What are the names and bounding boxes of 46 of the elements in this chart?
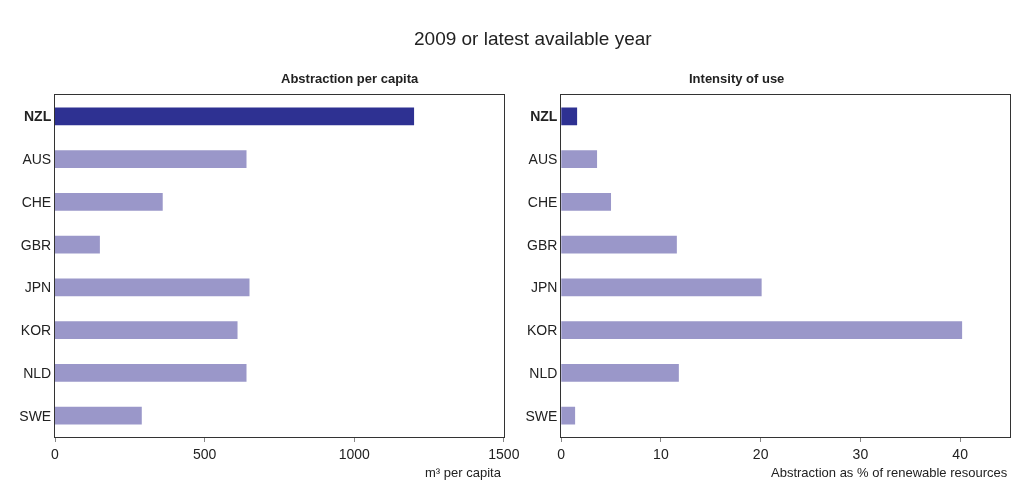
y-tick-label: GBR bbox=[20, 236, 52, 253]
bar bbox=[561, 278, 762, 297]
x-tick-label: 0 bbox=[557, 445, 566, 462]
bar bbox=[55, 278, 250, 297]
bar bbox=[561, 235, 677, 254]
x-tick-label: 500 bbox=[192, 445, 217, 462]
y-tick-label: KOR bbox=[20, 322, 52, 339]
bar bbox=[561, 192, 612, 211]
x-tick-label: 10 bbox=[653, 445, 669, 462]
bar bbox=[561, 150, 598, 169]
y-tick-label: KOR bbox=[527, 322, 558, 339]
bar bbox=[55, 235, 100, 254]
y-tick-label: NLD bbox=[23, 364, 52, 381]
y-tick-label: JPN bbox=[24, 279, 52, 296]
y-tick-label: CHE bbox=[21, 193, 52, 210]
y-tick-label: SWE bbox=[525, 407, 558, 424]
y-tick-label: SWE bbox=[19, 407, 52, 424]
bar bbox=[561, 406, 576, 425]
y-tick-label: NLD bbox=[529, 364, 558, 381]
y-tick-label: NZL bbox=[530, 108, 558, 125]
bar bbox=[55, 150, 247, 169]
chart-title: Intensity of use bbox=[689, 71, 785, 86]
bar bbox=[55, 363, 247, 382]
bar bbox=[55, 107, 415, 126]
bar bbox=[561, 107, 578, 126]
bar bbox=[561, 321, 963, 340]
y-tick-label: GBR bbox=[527, 236, 558, 253]
x-tick-label: 1500 bbox=[488, 445, 520, 462]
x-tick-label: 20 bbox=[752, 445, 769, 462]
y-tick-label: CHE bbox=[527, 193, 558, 210]
bar bbox=[561, 363, 679, 382]
bar bbox=[55, 321, 238, 340]
x-axis-title: Abstraction as % of renewable resources bbox=[771, 465, 1008, 480]
x-axis-title: m³ per capita bbox=[425, 465, 502, 480]
y-tick-label: AUS bbox=[528, 151, 558, 168]
y-tick-label: NZL bbox=[23, 108, 52, 125]
x-tick-label: 1000 bbox=[338, 445, 371, 462]
chart-title: Abstraction per capita bbox=[281, 71, 420, 86]
chart-subtitle: 2009 or latest available year bbox=[414, 28, 653, 49]
bar bbox=[55, 406, 142, 425]
y-tick-label: AUS bbox=[22, 151, 52, 168]
x-tick-label: 30 bbox=[852, 445, 869, 462]
y-tick-label: JPN bbox=[530, 279, 558, 296]
x-tick-label: 40 bbox=[952, 445, 969, 462]
x-tick-label: 0 bbox=[51, 445, 60, 462]
bar bbox=[55, 192, 163, 211]
